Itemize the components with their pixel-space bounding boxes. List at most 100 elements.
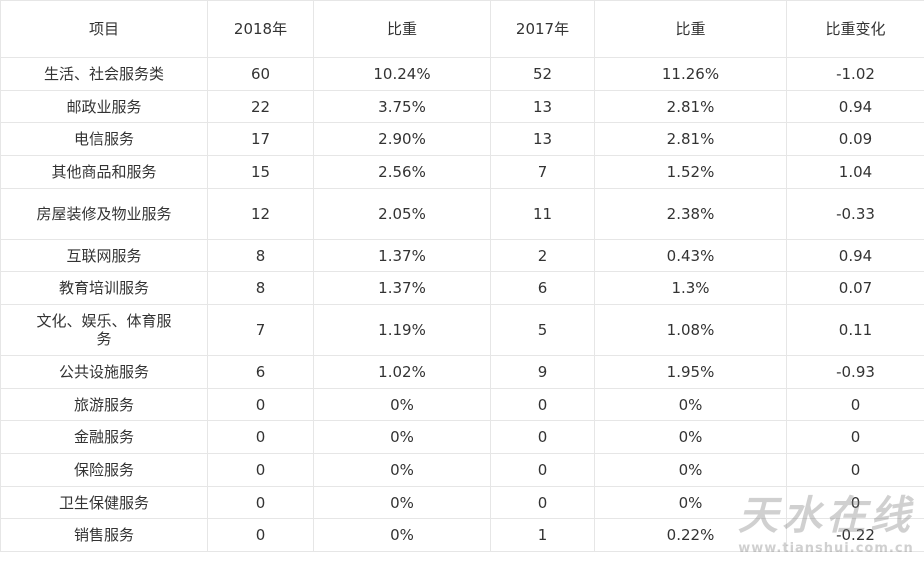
table-cell: 其他商品和服务 <box>0 155 208 189</box>
cell-text: 0% <box>678 428 703 446</box>
table-cell: 60 <box>207 57 314 91</box>
cell-text: 2.38% <box>666 205 715 223</box>
table-cell: 电信服务 <box>0 122 208 156</box>
table-cell: 生活、社会服务类 <box>0 57 208 91</box>
cell-text: 0.11 <box>838 321 873 339</box>
table-cell: 0 <box>207 518 314 552</box>
table-cell: 1.04 <box>786 155 924 189</box>
cell-text: 1.08% <box>666 321 715 339</box>
table-cell: 互联网服务 <box>0 239 208 272</box>
table-cell: 2.81% <box>594 122 787 156</box>
table-cell: 0% <box>594 486 787 519</box>
table-row: 教育培训服务 8 1.37% 6 1.3% 0.07 <box>0 271 924 305</box>
table-cell: 0 <box>207 420 314 454</box>
table-row: 旅游服务 0 0% 0 0% 0 <box>0 388 924 421</box>
table-cell: 13 <box>490 122 595 156</box>
table-cell: 10.24% <box>313 57 491 91</box>
table-cell: 0.22% <box>594 518 787 552</box>
table-cell: 金融服务 <box>0 420 208 454</box>
cell-text: 保险服务 <box>73 461 134 479</box>
cell-text: 5 <box>537 321 548 339</box>
table-cell: 0% <box>594 453 787 487</box>
cell-text: 0 <box>255 461 266 479</box>
cell-text: 0.94 <box>838 97 873 116</box>
table-cell: 0 <box>786 486 924 519</box>
cell-text: 10.24% <box>373 65 431 83</box>
table-cell: 教育培训服务 <box>0 271 208 305</box>
table-cell: 0 <box>490 486 595 519</box>
cell-text: 7 <box>537 163 548 181</box>
cell-text: -0.93 <box>836 363 875 381</box>
cell-text: 0 <box>850 395 861 414</box>
table-cell: 1.37% <box>313 239 491 272</box>
table-row: 销售服务 0 0% 1 0.22% -0.22 <box>0 518 924 552</box>
table-row: 卫生保健服务 0 0% 0 0% 0 <box>0 486 924 519</box>
table-cell: 销售服务 <box>0 518 208 552</box>
table-cell: 0 <box>490 388 595 421</box>
table-row: 其他商品和服务 15 2.56% 7 1.52% 1.04 <box>0 155 924 189</box>
table-cell: 0.43% <box>594 239 787 272</box>
table-cell: 旅游服务 <box>0 388 208 421</box>
table-cell: 0 <box>207 388 314 421</box>
table-cell: 1.37% <box>313 271 491 305</box>
table-cell: 1 <box>490 518 595 552</box>
table-cell: 8 <box>207 271 314 305</box>
cell-text: 其他商品和服务 <box>51 163 157 181</box>
watermark: 天水在线 www.tianshui.com.cn <box>738 483 914 556</box>
table-cell: 15 <box>207 155 314 189</box>
table-cell: 0% <box>594 388 787 421</box>
header-text: 比重 <box>675 20 706 38</box>
table-cell: 房屋装修及物业服务 <box>0 188 208 240</box>
table-row: 保险服务 0 0% 0 0% 0 <box>0 453 924 487</box>
table-cell: 0% <box>594 420 787 454</box>
cell-text: 1.02% <box>378 363 426 381</box>
cell-text: 旅游服务 <box>73 395 134 414</box>
cell-text: 1 <box>537 526 548 544</box>
table-cell: 7 <box>207 304 314 356</box>
table-row: 互联网服务 8 1.37% 2 0.43% 0.94 <box>0 239 924 272</box>
cell-text: 文化、娱乐、体育服务 <box>36 312 172 348</box>
header-text: 比重变化 <box>825 20 886 38</box>
table-cell: 0% <box>313 420 491 454</box>
cell-text: 9 <box>537 363 548 381</box>
cell-text: 电信服务 <box>73 130 134 148</box>
cell-text: 0 <box>537 395 548 414</box>
table-cell: 12 <box>207 188 314 240</box>
cell-text: 0 <box>255 428 266 446</box>
table-cell: 17 <box>207 122 314 156</box>
table-cell: 0% <box>313 518 491 552</box>
table-cell: 9 <box>490 355 595 389</box>
table-row: 房屋装修及物业服务 12 2.05% 11 2.38% -0.33 <box>0 188 924 240</box>
table-cell: 0 <box>490 420 595 454</box>
table-cell: 保险服务 <box>0 453 208 487</box>
cell-text: 0% <box>678 493 703 512</box>
cell-text: 17 <box>250 130 271 148</box>
table-cell: 1.3% <box>594 271 787 305</box>
table-cell: 文化、娱乐、体育服务 <box>0 304 208 356</box>
cell-text: 0.43% <box>666 246 715 265</box>
table-row: 生活、社会服务类 60 10.24% 52 11.26% -1.02 <box>0 57 924 91</box>
cell-text: 金融服务 <box>73 428 134 446</box>
cell-text: 2.81% <box>666 97 715 116</box>
table-cell: -1.02 <box>786 57 924 91</box>
watermark-logo: 天水在线 <box>738 493 914 539</box>
header-text: 2018年 <box>233 20 288 38</box>
cell-text: 教育培训服务 <box>58 279 149 297</box>
table-cell: 0.94 <box>786 239 924 272</box>
cell-text: 1.37% <box>378 279 426 297</box>
header-cell: 比重变化 <box>786 0 924 58</box>
cell-text: 0 <box>255 526 266 544</box>
cell-text: 13 <box>532 130 553 148</box>
cell-text: 1.52% <box>666 163 715 181</box>
table-cell: 13 <box>490 90 595 123</box>
cell-text: 13 <box>532 97 553 116</box>
cell-text: 生活、社会服务类 <box>43 65 164 83</box>
header-text: 项目 <box>88 20 119 38</box>
table-cell: 1.08% <box>594 304 787 356</box>
cell-text: 公共设施服务 <box>58 363 149 381</box>
cell-text: 0% <box>678 461 703 479</box>
table-cell: 0 <box>786 420 924 454</box>
cell-text: 12 <box>250 205 271 223</box>
